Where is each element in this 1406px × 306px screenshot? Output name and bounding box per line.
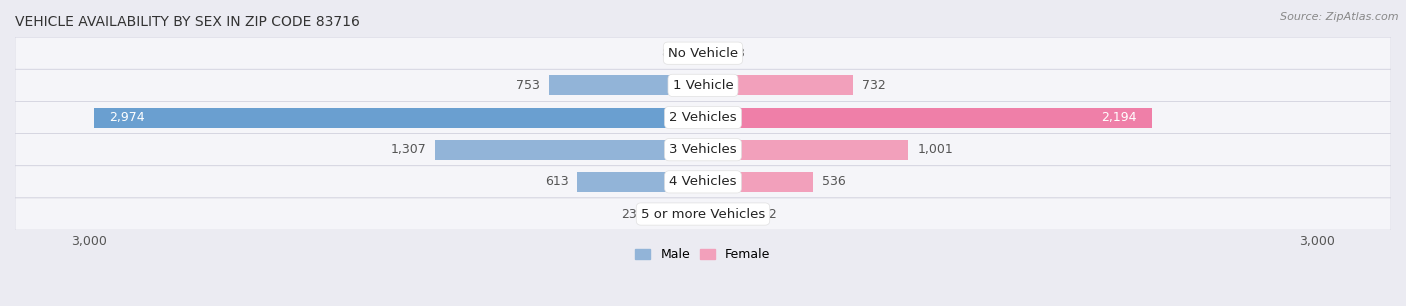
Bar [703, 204, 744, 224]
Bar [654, 204, 703, 224]
Text: 3 Vehicles: 3 Vehicles [669, 143, 737, 156]
Text: 202: 202 [754, 207, 778, 221]
Bar [578, 172, 703, 192]
Bar [703, 140, 908, 160]
Bar [703, 43, 720, 63]
Bar [94, 107, 703, 128]
Bar [436, 140, 703, 160]
Text: 2,194: 2,194 [1101, 111, 1137, 124]
Text: 536: 536 [823, 175, 846, 188]
Bar [703, 172, 813, 192]
FancyBboxPatch shape [15, 198, 1391, 230]
Text: 2,974: 2,974 [110, 111, 145, 124]
FancyBboxPatch shape [15, 166, 1391, 198]
Bar [703, 107, 1153, 128]
Text: 1,001: 1,001 [917, 143, 953, 156]
Text: 732: 732 [862, 79, 886, 92]
FancyBboxPatch shape [15, 69, 1391, 102]
Text: VEHICLE AVAILABILITY BY SEX IN ZIP CODE 83716: VEHICLE AVAILABILITY BY SEX IN ZIP CODE … [15, 15, 360, 29]
Text: 1,307: 1,307 [391, 143, 426, 156]
Text: 239: 239 [621, 207, 645, 221]
Text: 83: 83 [730, 47, 745, 60]
Text: 613: 613 [544, 175, 568, 188]
Bar [686, 43, 703, 63]
Bar [548, 75, 703, 95]
Legend: Male, Female: Male, Female [630, 243, 776, 266]
FancyBboxPatch shape [15, 134, 1391, 166]
Text: Source: ZipAtlas.com: Source: ZipAtlas.com [1281, 12, 1399, 22]
Text: 1 Vehicle: 1 Vehicle [672, 79, 734, 92]
FancyBboxPatch shape [15, 102, 1391, 134]
Text: 2 Vehicles: 2 Vehicles [669, 111, 737, 124]
Text: 83: 83 [661, 47, 676, 60]
Text: 5 or more Vehicles: 5 or more Vehicles [641, 207, 765, 221]
Text: 4 Vehicles: 4 Vehicles [669, 175, 737, 188]
Bar [703, 75, 853, 95]
FancyBboxPatch shape [15, 37, 1391, 69]
Text: No Vehicle: No Vehicle [668, 47, 738, 60]
Text: 753: 753 [516, 79, 540, 92]
